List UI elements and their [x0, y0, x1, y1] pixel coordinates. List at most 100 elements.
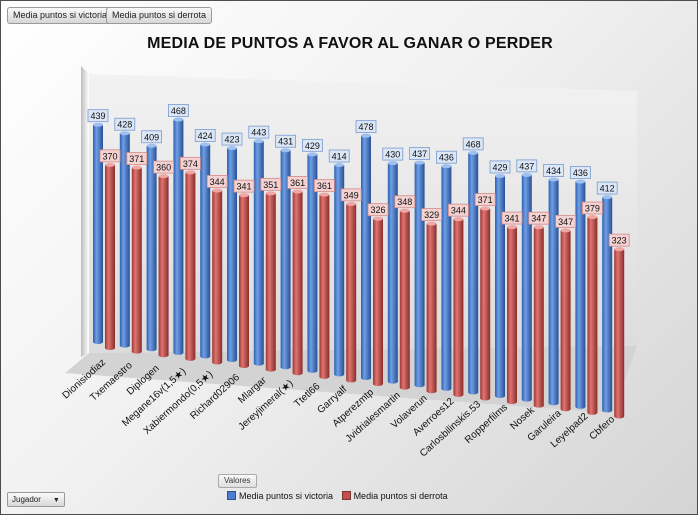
svg-text:344: 344 — [210, 177, 225, 187]
bar-victoria — [334, 162, 345, 377]
bar-derrota — [105, 162, 115, 350]
data-label-derrota: 374 — [179, 156, 201, 170]
data-label-victoria: 437 — [516, 159, 538, 173]
data-label-derrota: 326 — [367, 203, 389, 217]
svg-text:360: 360 — [156, 163, 171, 173]
data-label-victoria: 428 — [114, 117, 136, 131]
svg-text:348: 348 — [397, 197, 412, 207]
bar-victoria — [200, 142, 211, 359]
data-label-derrota: 323 — [608, 233, 630, 247]
bar-derrota — [346, 201, 357, 383]
svg-text:430: 430 — [385, 150, 400, 160]
data-label-derrota: 341 — [233, 179, 255, 193]
svg-text:437: 437 — [412, 149, 427, 159]
legend-item-victoria: Media puntos si victoria — [227, 491, 333, 501]
chevron-down-icon: ▼ — [52, 497, 60, 504]
svg-text:436: 436 — [573, 168, 588, 178]
data-label-derrota: 341 — [501, 211, 523, 225]
data-label-derrota: 379 — [582, 201, 603, 215]
svg-text:370: 370 — [102, 151, 117, 161]
data-label-derrota: 371 — [126, 152, 148, 165]
bar-derrota — [239, 193, 249, 368]
svg-text:341: 341 — [236, 182, 251, 192]
data-label-derrota: 344 — [206, 175, 228, 188]
svg-text:351: 351 — [263, 180, 278, 190]
bar-victoria — [173, 117, 184, 355]
svg-text:468: 468 — [466, 139, 481, 149]
data-label-derrota: 360 — [153, 160, 175, 174]
bar-victoria — [93, 122, 103, 344]
svg-text:414: 414 — [332, 151, 347, 161]
bar-victoria — [307, 152, 318, 373]
data-label-victoria: 423 — [221, 132, 243, 146]
data-label-derrota: 329 — [421, 208, 443, 222]
bar-victoria — [495, 173, 505, 398]
data-label-victoria: 468 — [167, 104, 189, 117]
svg-text:361: 361 — [290, 178, 305, 188]
svg-text:437: 437 — [519, 161, 534, 171]
data-label-victoria: 409 — [141, 130, 163, 144]
data-label-derrota: 349 — [340, 188, 362, 202]
bar-derrota — [373, 216, 383, 386]
bar-victoria — [227, 146, 237, 362]
bar-derrota — [131, 165, 142, 354]
data-label-victoria: 431 — [275, 134, 297, 148]
bar-victoria — [602, 195, 613, 413]
bar-victoria — [521, 172, 532, 402]
bar-derrota — [453, 217, 464, 397]
data-label-derrota: 361 — [313, 179, 335, 193]
svg-text:371: 371 — [478, 195, 493, 205]
data-label-victoria: 468 — [462, 137, 484, 151]
bar-derrota — [158, 174, 169, 358]
bar-victoria — [280, 148, 291, 370]
data-label-victoria: 429 — [489, 160, 511, 174]
bar-derrota — [507, 225, 517, 404]
values-field-button[interactable]: Valores — [218, 474, 257, 488]
svg-text:412: 412 — [600, 184, 615, 194]
data-label-victoria: 436 — [435, 150, 457, 164]
data-label-victoria: 436 — [570, 166, 591, 179]
svg-text:347: 347 — [531, 214, 546, 224]
chart-title: MEDIA DE PUNTOS A FAVOR AL GANAR O PERDE… — [147, 35, 553, 52]
data-label-victoria: 430 — [382, 147, 404, 161]
svg-text:436: 436 — [439, 153, 454, 163]
bar-victoria — [548, 177, 559, 406]
bar-derrota — [533, 225, 544, 408]
jugador-filter-button[interactable]: Jugador ▼ — [7, 492, 65, 507]
field-button-derrota[interactable]: Media puntos si derrota — [106, 7, 213, 24]
bar-derrota — [560, 228, 571, 412]
svg-text:349: 349 — [344, 190, 359, 200]
bar-derrota — [426, 221, 437, 394]
data-label-victoria: 429 — [301, 138, 323, 152]
data-label-derrota: 371 — [474, 193, 496, 206]
data-label-victoria: 434 — [543, 164, 564, 177]
bar-victoria — [575, 179, 586, 409]
svg-text:323: 323 — [612, 236, 627, 246]
data-label-derrota: 370 — [99, 149, 121, 163]
jugador-label: Jugador — [12, 495, 41, 504]
legend-swatch-blue — [227, 491, 236, 500]
bar-victoria — [414, 160, 425, 388]
data-label-derrota: 348 — [394, 195, 416, 209]
svg-text:361: 361 — [317, 181, 332, 191]
svg-text:429: 429 — [492, 162, 507, 172]
legend-label-victoria: Media puntos si victoria — [239, 491, 334, 501]
data-label-victoria: 414 — [328, 149, 350, 163]
side-wall — [81, 66, 89, 357]
data-label-derrota: 347 — [528, 211, 550, 225]
bar-derrota — [292, 189, 303, 376]
svg-text:347: 347 — [558, 217, 573, 227]
bar-victoria — [119, 131, 130, 348]
svg-text:326: 326 — [370, 205, 385, 215]
bar-victoria — [361, 133, 371, 380]
bar-derrota — [399, 208, 410, 390]
svg-text:478: 478 — [358, 122, 373, 132]
svg-text:429: 429 — [305, 141, 320, 151]
bar-victoria — [468, 150, 479, 395]
bar-derrota — [185, 170, 196, 361]
bar-victoria — [441, 164, 452, 391]
svg-text:423: 423 — [224, 135, 239, 145]
bar-derrota — [265, 191, 276, 372]
